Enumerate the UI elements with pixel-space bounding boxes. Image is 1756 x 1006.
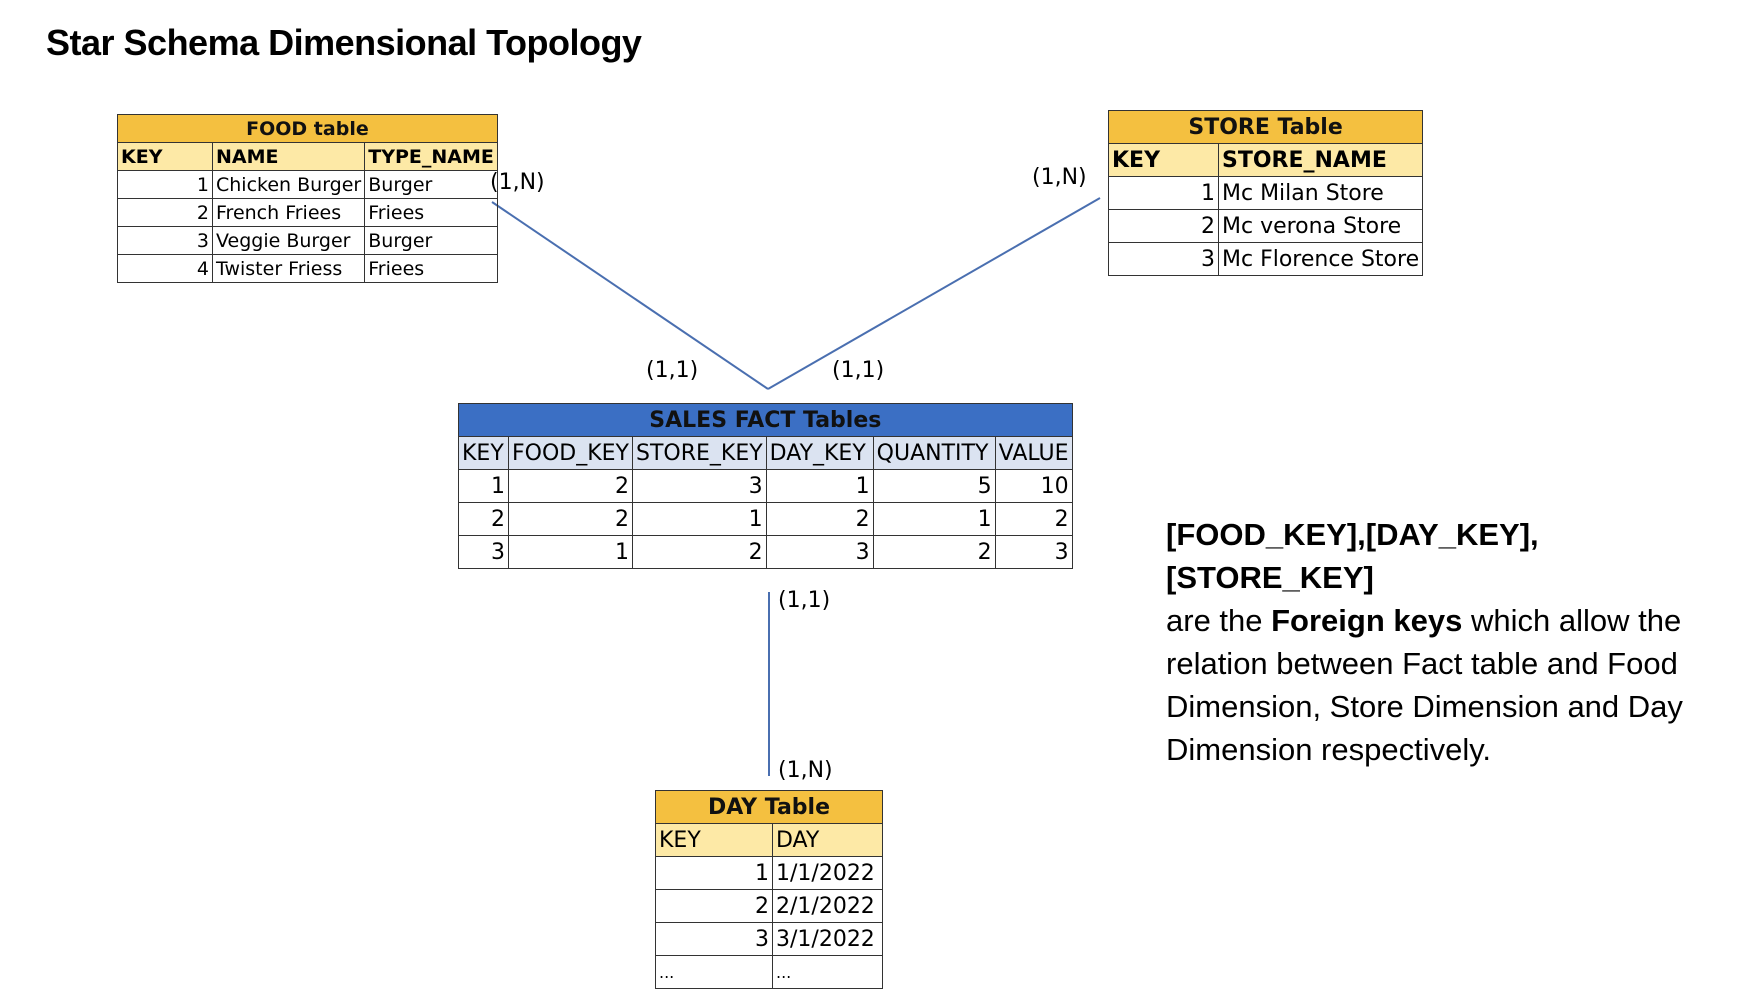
sales-column-value: VALUE [994, 436, 1073, 470]
table-row: ... ... [655, 955, 883, 989]
sales-column-store-key: STORE_KEY [632, 436, 767, 470]
table-row: 2 2/1/2022 [655, 889, 883, 923]
day-cell: 2/1/2022 [772, 889, 883, 923]
sales-cell: 1 [872, 502, 996, 536]
sales-cell: 10 [994, 469, 1073, 503]
sales-column-quantity: QUANTITY [872, 436, 996, 470]
cardinality-fact-food: (1,1) [646, 358, 699, 383]
cardinality-store: (1,N) [1032, 165, 1087, 190]
sales-cell: 5 [872, 469, 996, 503]
foreign-keys-note: [FOOD_KEY],[DAY_KEY],[STORE_KEY] are the… [1166, 513, 1726, 771]
table-row: 2 French Friees Friees [117, 198, 498, 227]
store-cell: 1 [1108, 176, 1219, 210]
sales-table-caption: SALES FACT Tables [458, 403, 1073, 437]
note-foreign-keys-term: Foreign keys [1271, 603, 1463, 638]
table-row: 4 Twister Friess Friees [117, 254, 498, 283]
sales-cell: 1 [508, 535, 633, 569]
day-table-caption: DAY Table [655, 790, 883, 824]
food-cell: Veggie Burger [211, 226, 366, 255]
food-table-caption: FOOD table [117, 114, 498, 143]
day-cell: 3/1/2022 [772, 922, 883, 956]
cardinality-fact-store: (1,1) [832, 358, 885, 383]
sales-cell: 3 [632, 469, 767, 503]
store-column-store-name: STORE_NAME [1217, 143, 1424, 177]
table-row: 1 1/1/2022 [655, 856, 883, 890]
table-row: 2 2 1 2 1 2 [458, 502, 1073, 536]
page-title: Star Schema Dimensional Topology [46, 22, 642, 63]
food-cell: Burger [364, 170, 498, 199]
cardinality-food: (1,N) [490, 170, 545, 195]
food-cell: Burger [364, 226, 498, 255]
store-table: STORE Table KEY STORE_NAME 1 Mc Milan St… [1107, 110, 1424, 276]
sales-cell: 2 [872, 535, 996, 569]
day-cell: 1/1/2022 [772, 856, 883, 890]
food-column-name: NAME [211, 142, 366, 171]
store-cell: Mc Milan Store [1217, 176, 1424, 210]
store-cell: Mc verona Store [1217, 209, 1424, 243]
store-column-key: KEY [1108, 143, 1219, 177]
cardinality-fact-day: (1,1) [778, 588, 831, 613]
table-row: 1 2 3 1 5 10 [458, 469, 1073, 503]
sales-cell: 2 [508, 502, 633, 536]
food-cell: 2 [117, 198, 213, 227]
table-row: 1 Chicken Burger Burger [117, 170, 498, 199]
sales-cell: 1 [632, 502, 767, 536]
store-cell: 3 [1108, 242, 1219, 276]
table-row: 3 3/1/2022 [655, 922, 883, 956]
day-table: DAY Table KEY DAY 1 1/1/2022 2 2/1/2022 … [655, 790, 883, 989]
sales-cell: 1 [458, 469, 509, 503]
sales-column-key: KEY [458, 436, 509, 470]
sales-fact-table: SALES FACT Tables KEY FOOD_KEY STORE_KEY… [458, 403, 1073, 569]
sales-cell: 1 [765, 469, 874, 503]
day-cell: 1 [655, 856, 773, 890]
food-table: FOOD table KEY NAME TYPE_NAME 1 Chicken … [117, 114, 498, 283]
sales-cell: 2 [994, 502, 1073, 536]
food-cell: 1 [117, 170, 213, 199]
food-column-type-name: TYPE_NAME [364, 142, 498, 171]
day-column-day: DAY [772, 823, 883, 857]
sales-cell: 2 [458, 502, 509, 536]
sales-cell: 3 [765, 535, 874, 569]
table-row: 2 Mc verona Store [1108, 209, 1424, 243]
food-column-key: KEY [117, 142, 213, 171]
table-row: 3 Mc Florence Store [1108, 242, 1424, 276]
cardinality-day: (1,N) [778, 758, 833, 783]
day-cell: ... [655, 955, 773, 989]
food-cell: 4 [117, 254, 213, 283]
foreign-key-list: [FOOD_KEY],[DAY_KEY],[STORE_KEY] [1166, 517, 1539, 595]
connector-food-fact [491, 201, 769, 390]
note-text-after: which allow the relation between Fact ta… [1166, 603, 1683, 767]
store-cell: Mc Florence Store [1217, 242, 1424, 276]
food-cell: Twister Friess [211, 254, 366, 283]
food-cell: Friees [364, 198, 498, 227]
food-cell: 3 [117, 226, 213, 255]
sales-column-food-key: FOOD_KEY [508, 436, 633, 470]
store-cell: 2 [1108, 209, 1219, 243]
food-cell: Friees [364, 254, 498, 283]
sales-cell: 2 [508, 469, 633, 503]
day-cell: 2 [655, 889, 773, 923]
day-cell: ... [772, 955, 883, 989]
sales-cell: 3 [994, 535, 1073, 569]
sales-cell: 2 [765, 502, 874, 536]
food-cell: French Friees [211, 198, 366, 227]
table-row: 1 Mc Milan Store [1108, 176, 1424, 210]
sales-column-day-key: DAY_KEY [765, 436, 874, 470]
table-row: 3 1 2 3 2 3 [458, 535, 1073, 569]
food-cell: Chicken Burger [211, 170, 366, 199]
store-table-caption: STORE Table [1107, 110, 1424, 144]
day-column-key: KEY [655, 823, 773, 857]
connector-store-fact [767, 197, 1101, 390]
note-text-before: are the [1166, 603, 1272, 638]
sales-cell: 2 [632, 535, 767, 569]
sales-cell: 3 [458, 535, 509, 569]
table-row: 3 Veggie Burger Burger [117, 226, 498, 255]
day-cell: 3 [655, 922, 773, 956]
